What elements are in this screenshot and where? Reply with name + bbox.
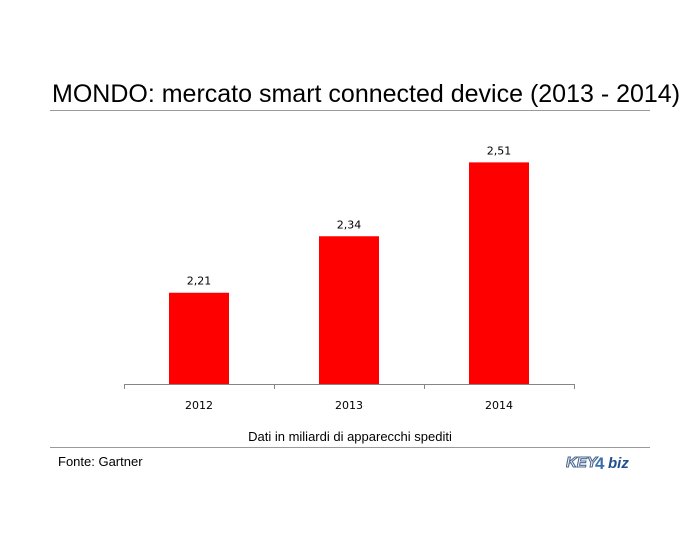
x-tick-label-2012: 2012 — [185, 399, 213, 412]
source-note: Fonte: Gartner — [58, 454, 143, 469]
data-label-2014: 2,51 — [487, 144, 512, 157]
svg-text:KEY: KEY — [566, 454, 599, 471]
x-tick-label-2013: 2013 — [335, 399, 363, 412]
bar-2012 — [169, 292, 229, 384]
bar-2013 — [319, 236, 379, 384]
data-label-2012: 2,21 — [187, 275, 212, 288]
bar-group — [169, 162, 529, 384]
data-label-2013: 2,34 — [337, 218, 362, 231]
chart-title: MONDO: mercato smart connected device (2… — [52, 80, 681, 108]
key4biz-logo: KEY 4 biz — [566, 451, 642, 473]
x-axis-title: Dati in miliardi di apparecchi spediti — [248, 429, 452, 444]
x-axis — [124, 384, 575, 389]
bar-2014 — [469, 162, 529, 384]
footer-divider — [50, 447, 650, 448]
label-group: 2,21 2012 2,34 2013 2,51 2014 — [185, 144, 513, 412]
svg-text:4: 4 — [595, 454, 605, 473]
bar-chart: 2,21 2012 2,34 2013 2,51 2014 — [124, 144, 575, 412]
x-tick-label-2014: 2014 — [485, 399, 513, 412]
title-divider — [50, 110, 650, 111]
svg-text:biz: biz — [608, 455, 629, 472]
